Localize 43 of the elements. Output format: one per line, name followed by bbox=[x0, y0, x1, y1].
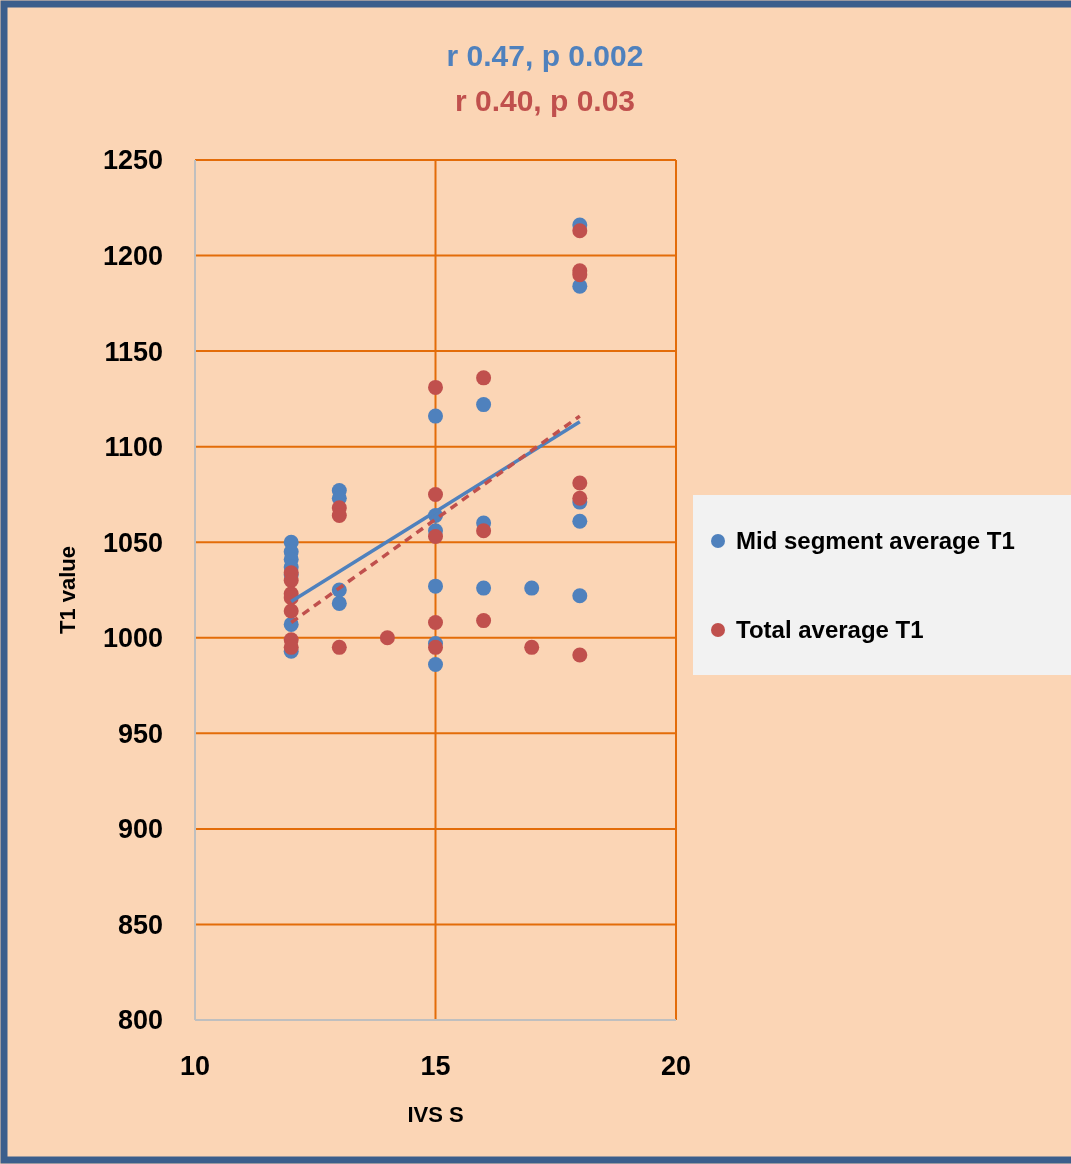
point bbox=[428, 578, 443, 594]
point bbox=[572, 513, 588, 529]
point bbox=[331, 595, 347, 611]
y-tick-label: 850 bbox=[117, 909, 163, 940]
point bbox=[524, 580, 540, 596]
point bbox=[572, 588, 588, 604]
point bbox=[428, 528, 443, 544]
point bbox=[524, 639, 540, 655]
x-tick-label: 20 bbox=[660, 1051, 692, 1081]
legend-label: Total average T1 bbox=[736, 616, 924, 644]
point bbox=[428, 657, 443, 673]
y-axis-title: T1 value bbox=[55, 545, 80, 635]
text: r 0.47, p 0.002 bbox=[446, 39, 644, 72]
y-tick-label: 950 bbox=[117, 718, 163, 749]
point bbox=[428, 408, 443, 424]
point bbox=[572, 647, 588, 663]
point bbox=[428, 614, 443, 630]
point bbox=[476, 613, 492, 629]
y-tick-label: 800 bbox=[117, 1005, 163, 1036]
x-tick-label: 10 bbox=[179, 1051, 211, 1081]
point bbox=[476, 397, 492, 413]
point bbox=[572, 475, 588, 491]
point bbox=[476, 523, 492, 539]
point bbox=[428, 379, 443, 395]
point bbox=[379, 630, 395, 646]
y-tick-label: 1000 bbox=[102, 623, 163, 654]
x-tick-label: 15 bbox=[420, 1051, 451, 1081]
y-tick-label: 900 bbox=[117, 814, 163, 845]
point bbox=[283, 603, 299, 619]
point bbox=[476, 370, 492, 386]
point bbox=[428, 486, 443, 502]
point bbox=[331, 639, 347, 655]
legend-label: Mid segment average T1 bbox=[736, 527, 1015, 555]
y-tick-label: 1250 bbox=[102, 145, 163, 176]
point bbox=[476, 580, 492, 596]
point bbox=[572, 223, 588, 239]
text: r 0.40, p 0.03 bbox=[454, 84, 636, 117]
y-tick-label: 1200 bbox=[102, 241, 163, 272]
point bbox=[572, 490, 588, 506]
y-tick-label: 1100 bbox=[104, 432, 163, 463]
x-axis-title: IVS S bbox=[407, 1102, 464, 1127]
y-tick-label: 1050 bbox=[102, 527, 163, 558]
y-tick-label: 1150 bbox=[104, 336, 163, 367]
